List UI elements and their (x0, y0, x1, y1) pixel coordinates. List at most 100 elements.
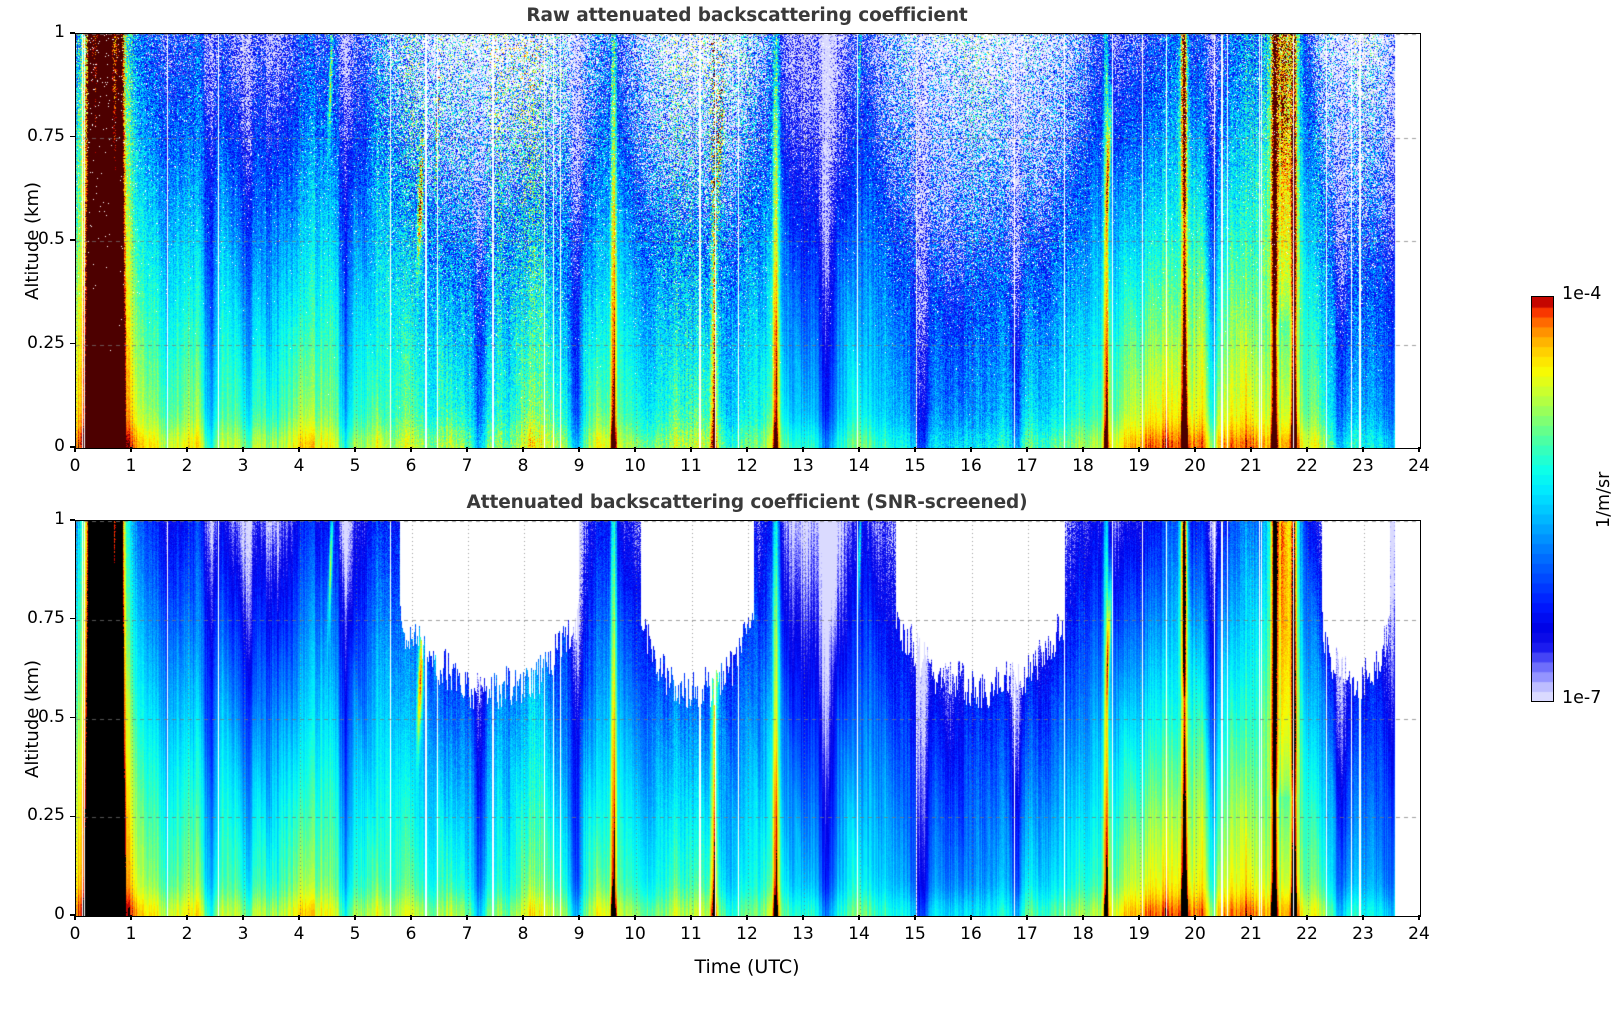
panel-1-y-tick-label: 0.5 (37, 229, 65, 249)
x-axis-label: Time (UTC) (694, 956, 800, 978)
panel-1-x-tick-label: 0 (69, 456, 81, 476)
panel-2-x-tick-label: 1 (125, 924, 137, 944)
panel-1-x-tick-label: 9 (573, 456, 585, 476)
panel-1-x-tick-label: 15 (904, 456, 926, 476)
panel-1-x-tick-mark (1138, 447, 1140, 452)
panel-2-x-tick-mark (578, 915, 580, 920)
panel-2-x-tick-mark (242, 915, 244, 920)
panel-2-y-tick-mark (70, 716, 75, 719)
panel-1-x-tick-mark (690, 447, 692, 452)
panel-2-x-tick-mark (1250, 915, 1252, 920)
panel-2-x-tick-label: 20 (1184, 924, 1206, 944)
panel-2-x-tick-mark (1138, 915, 1140, 920)
panel-1-x-tick-mark (242, 447, 244, 452)
panel-2-x-tick-label: 8 (517, 924, 529, 944)
panel-1-x-tick-mark (634, 447, 636, 452)
panel-2-x-tick-label: 11 (680, 924, 702, 944)
panel-2-x-tick-label: 10 (624, 924, 646, 944)
panel-1-x-tick-mark (858, 447, 860, 452)
panel-1-x-tick-mark (970, 447, 972, 452)
panel-1-y-tick-label: 0.25 (27, 332, 65, 353)
panel-1-y-tick-mark (70, 342, 75, 345)
panel-2-x-tick-label: 3 (237, 924, 249, 944)
panel-1-y-tick-mark (70, 135, 75, 138)
panel-2-x-tick-mark (746, 915, 748, 920)
panel-1-x-tick-mark (410, 447, 412, 452)
panel-1-x-tick-mark (578, 447, 580, 452)
panel-2-x-tick-mark (354, 915, 356, 920)
panel-1-y-tick-mark (70, 446, 75, 448)
panel-2-y-tick-label: 0.75 (27, 607, 65, 628)
panel-2-x-tick-mark (410, 915, 412, 920)
panel-2-x-tick-mark (914, 915, 916, 920)
panel-2-x-tick-mark (466, 915, 468, 920)
panel-1-title: Raw attenuated backscattering coefficien… (526, 5, 968, 26)
panel-2-x-tick-mark (858, 915, 860, 920)
panel-1-x-tick-mark (466, 447, 468, 452)
panel-1-x-tick-label: 18 (1072, 456, 1094, 476)
panel-1-x-tick-mark (186, 447, 188, 452)
panel-1-x-tick-label: 13 (792, 456, 814, 476)
panel-2-x-tick-mark (634, 915, 636, 920)
panel-2-x-tick-label: 7 (461, 924, 473, 944)
panel-1-x-tick-mark (1082, 447, 1084, 452)
panel-2-x-tick-mark (298, 915, 300, 920)
panel-1-x-tick-label: 7 (461, 456, 473, 476)
panel-2-x-tick-label: 23 (1352, 924, 1374, 944)
panel-1-x-tick-label: 6 (405, 456, 417, 476)
panel-1-x-tick-label: 24 (1408, 456, 1430, 476)
panel-1-x-tick-mark (354, 447, 356, 452)
panel-1-x-tick-label: 3 (237, 456, 249, 476)
panel-2-y-tick-mark (70, 618, 75, 620)
panel-1-x-tick-label: 19 (1128, 456, 1150, 476)
panel-1-x-tick-mark (522, 447, 524, 452)
panel-1-x-tick-mark (746, 447, 748, 452)
panel-2-x-tick-label: 15 (904, 924, 926, 944)
colorbar-unit-label: 1/m/sr (1594, 471, 1614, 528)
panel-2-x-tick-mark (802, 915, 804, 920)
panel-1-y-tick-label: 0.75 (27, 125, 65, 146)
colorbar[interactable] (1531, 296, 1554, 702)
panel-2-x-tick-mark (1026, 915, 1028, 920)
panel-2-x-tick-label: 12 (736, 924, 758, 944)
panel-1-x-tick-mark (130, 447, 132, 452)
panel-2-x-tick-label: 14 (848, 924, 870, 944)
panel-1-x-tick-label: 16 (960, 456, 982, 476)
panel-1-y-tick-mark (70, 239, 75, 241)
panel-1-x-tick-mark (914, 447, 916, 452)
panel-1-x-tick-mark (1306, 447, 1308, 452)
panel-1-x-tick-label: 8 (517, 456, 529, 476)
panel-1-plot-area[interactable] (75, 33, 1421, 449)
panel-2-x-tick-mark (522, 915, 524, 920)
panel-1-x-tick-mark (802, 447, 804, 452)
panel-2-y-tick-mark (70, 914, 75, 916)
panel-2-x-tick-mark (130, 915, 132, 920)
panel-1-x-tick-label: 20 (1184, 456, 1206, 476)
panel-2-x-tick-label: 9 (573, 924, 585, 944)
panel-2-x-tick-label: 22 (1296, 924, 1318, 944)
panel-1-x-tick-mark (74, 447, 76, 452)
panel-2-y-tick-label: 0.5 (37, 706, 65, 727)
panel-2-y-tick-mark (70, 519, 75, 521)
panel-1-x-tick-label: 12 (736, 456, 758, 476)
panel-1-y-tick-label: 1 (54, 22, 65, 42)
panel-2-x-tick-label: 24 (1408, 924, 1430, 944)
colorbar-min-tick-label: 1e-7 (1562, 688, 1602, 708)
panel-2-x-tick-label: 5 (349, 924, 361, 944)
panel-2-x-tick-mark (1306, 915, 1308, 920)
panel-1-x-tick-mark (1362, 447, 1364, 452)
panel-1-x-tick-mark (1250, 447, 1252, 452)
panel-2-x-tick-label: 2 (181, 924, 193, 944)
panel-2-x-tick-mark (1362, 915, 1364, 920)
panel-1-x-tick-label: 10 (624, 456, 646, 476)
panel-2-x-tick-label: 17 (1016, 924, 1038, 944)
panel-2-plot-area[interactable] (75, 520, 1421, 917)
panel-1-y-tick-label: 0 (54, 436, 65, 456)
panel-1-x-tick-label: 23 (1352, 456, 1374, 476)
panel-2-y-tick-label: 0.25 (27, 805, 65, 826)
panel-1-x-tick-label: 11 (680, 456, 702, 476)
panel-2-x-tick-mark (74, 915, 76, 920)
panel-2-x-tick-mark (970, 915, 972, 920)
panel-2-title: Attenuated backscattering coefficient (S… (466, 492, 1028, 513)
